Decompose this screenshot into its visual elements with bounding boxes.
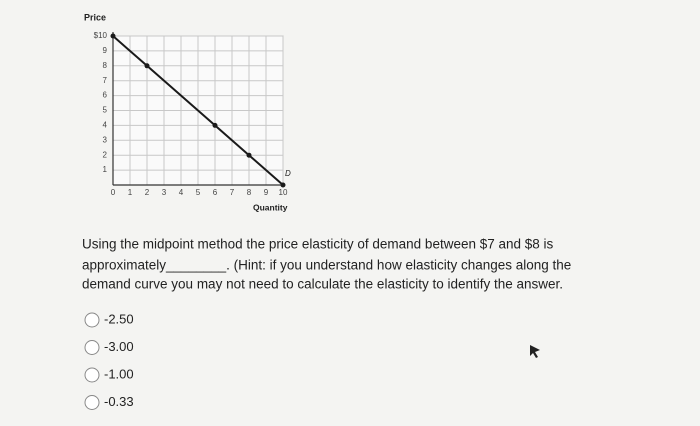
point <box>212 122 218 128</box>
x-tick-label: 9 <box>264 188 269 197</box>
cursor <box>530 345 540 358</box>
x-tick-label: 4 <box>179 188 184 197</box>
x-tick-label: 2 <box>145 188 150 197</box>
option-label[interactable]: -2.50 <box>104 311 134 326</box>
radio-button[interactable] <box>84 312 100 328</box>
x-tick-label: 6 <box>213 188 218 197</box>
point <box>280 182 286 188</box>
y-axis-label: Price <box>84 12 106 22</box>
question-line: demand curve you may not need to calcula… <box>82 277 563 292</box>
option-label[interactable]: -3.00 <box>104 339 134 354</box>
option-label[interactable]: -1.00 <box>104 366 134 381</box>
point <box>110 33 116 39</box>
y-tick-label: 4 <box>103 121 108 130</box>
y-tick-label: 1 <box>103 165 108 174</box>
x-tick-label: 1 <box>128 188 133 197</box>
y-tick-label: $10 <box>94 31 108 40</box>
y-tick-label: 3 <box>103 135 108 144</box>
option-label[interactable]: -0.33 <box>104 394 134 409</box>
y-tick-label: 8 <box>103 61 108 70</box>
radio-button[interactable] <box>84 367 100 383</box>
y-tick-label: 5 <box>103 106 108 115</box>
x-axis-label: Quantity <box>253 202 288 212</box>
y-tick-label: 7 <box>103 76 108 85</box>
series-label: D <box>285 169 291 178</box>
x-tick-label: 0 <box>111 188 116 197</box>
x-tick-label: 10 <box>279 188 288 197</box>
y-tick-label: 6 <box>103 91 108 100</box>
question-line: approximately________. (Hint: if you und… <box>82 258 571 273</box>
x-tick-label: 7 <box>230 188 235 197</box>
y-tick-label: 9 <box>103 46 108 55</box>
point <box>246 152 252 158</box>
x-tick-label: 8 <box>247 188 252 197</box>
point <box>144 63 150 69</box>
radio-button[interactable] <box>84 340 100 355</box>
x-tick-label: 5 <box>196 188 201 197</box>
radio-button[interactable] <box>84 395 100 410</box>
question-line: Using the midpoint method the price elas… <box>82 237 554 252</box>
y-tick-label: 2 <box>103 150 108 159</box>
x-tick-label: 3 <box>162 188 167 197</box>
